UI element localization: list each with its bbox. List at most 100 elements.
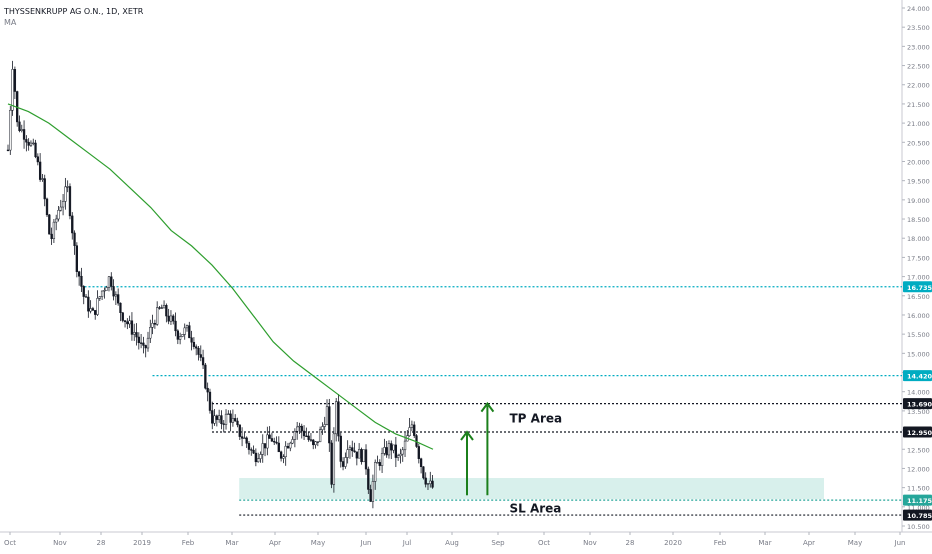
candle-body — [227, 413, 230, 415]
candle-body — [270, 438, 274, 442]
candle-body — [135, 332, 138, 338]
candle-body — [316, 441, 319, 443]
candle-body — [52, 221, 56, 239]
candle-body — [98, 296, 101, 299]
candle-body — [142, 342, 145, 346]
candle-body — [293, 430, 297, 440]
candle-body — [174, 320, 177, 332]
candle-body — [9, 109, 12, 151]
candle-body — [130, 320, 134, 335]
candle-body — [383, 447, 386, 454]
candle-body — [178, 336, 182, 340]
candle-body — [197, 347, 200, 355]
x-tick-label: Apr — [803, 539, 815, 547]
candle-body — [234, 418, 237, 422]
x-tick-label: Mar — [225, 539, 238, 547]
candle-body — [410, 424, 414, 428]
candle-body — [77, 271, 81, 277]
candle-body — [41, 178, 44, 180]
candle-body — [390, 443, 393, 451]
y-tick-label: 21.500 — [907, 101, 930, 109]
tp-area-label: TP Area — [510, 412, 563, 426]
candle-body — [351, 447, 354, 452]
candle-body — [64, 186, 67, 202]
candle-body — [190, 337, 193, 343]
candle-body — [176, 330, 179, 340]
candle-body — [107, 276, 111, 288]
candle-body — [38, 161, 42, 180]
y-tick-label: 17.500 — [907, 254, 930, 262]
candle-body — [27, 141, 30, 146]
candle-body — [254, 452, 258, 463]
candle-body — [169, 315, 173, 322]
candle-body — [344, 457, 347, 467]
candle-body — [332, 433, 336, 485]
candle-body — [167, 315, 170, 322]
candle-body — [325, 406, 329, 425]
candle-body — [55, 218, 58, 223]
x-tick-label: 2020 — [664, 539, 682, 547]
candle-body — [144, 345, 147, 349]
candle-body — [181, 334, 184, 337]
candle-body — [399, 453, 402, 456]
candle-body — [105, 287, 108, 291]
candle-body — [220, 415, 223, 425]
y-tick-label: 14.000 — [907, 389, 930, 397]
candle-body — [206, 387, 209, 393]
level-price-tag — [903, 398, 932, 410]
candle-body — [73, 232, 76, 246]
y-tick-label: 23.000 — [907, 43, 930, 51]
candle-body — [48, 214, 51, 235]
candle-body — [87, 296, 90, 312]
candle-body — [346, 449, 349, 458]
candle-body — [268, 434, 271, 439]
y-tick-label: 20.500 — [907, 139, 930, 147]
candle-body — [403, 440, 407, 451]
candle-body — [250, 449, 253, 451]
candle-body — [18, 121, 21, 131]
candle-body — [195, 346, 198, 349]
candle-body — [392, 444, 395, 451]
candle-body — [192, 341, 196, 347]
candle-body — [286, 445, 290, 449]
candle-body — [123, 320, 127, 322]
candle-body — [80, 275, 83, 287]
candle-body — [252, 449, 255, 454]
candle-body — [215, 415, 218, 420]
candle-body — [275, 441, 278, 444]
y-tick-label: 18.500 — [907, 216, 930, 224]
x-tick-label: 28 — [97, 539, 106, 547]
candle-body — [394, 444, 398, 458]
candle-body — [229, 413, 232, 423]
candle-body — [367, 468, 370, 490]
candle-body — [323, 424, 326, 427]
candle-body — [224, 413, 228, 425]
candle-body — [302, 430, 306, 437]
candle-body — [401, 449, 404, 455]
candle-body — [165, 305, 168, 317]
candle-body — [431, 480, 434, 488]
candle-body — [59, 206, 62, 211]
candle-body — [91, 308, 95, 311]
x-tick-label: Sep — [491, 539, 505, 547]
candle-body — [247, 443, 251, 450]
level-price-tag — [903, 281, 932, 293]
candle-body — [374, 462, 377, 482]
candle-body — [279, 451, 283, 459]
level-price-tag — [903, 426, 932, 438]
y-tick-label: 11.500 — [907, 485, 930, 493]
candle-body — [357, 449, 361, 459]
candle-body — [43, 178, 46, 200]
candle-body — [128, 320, 131, 325]
candle-body — [103, 290, 106, 292]
y-tick-label: 12.500 — [907, 446, 930, 454]
candle-body — [153, 322, 157, 325]
candle-body — [96, 298, 99, 315]
level-price-label: 10.785 — [907, 512, 932, 520]
candle-body — [305, 435, 308, 437]
candle-body — [369, 489, 372, 502]
candle-body — [36, 156, 39, 163]
candle-body — [117, 294, 120, 304]
